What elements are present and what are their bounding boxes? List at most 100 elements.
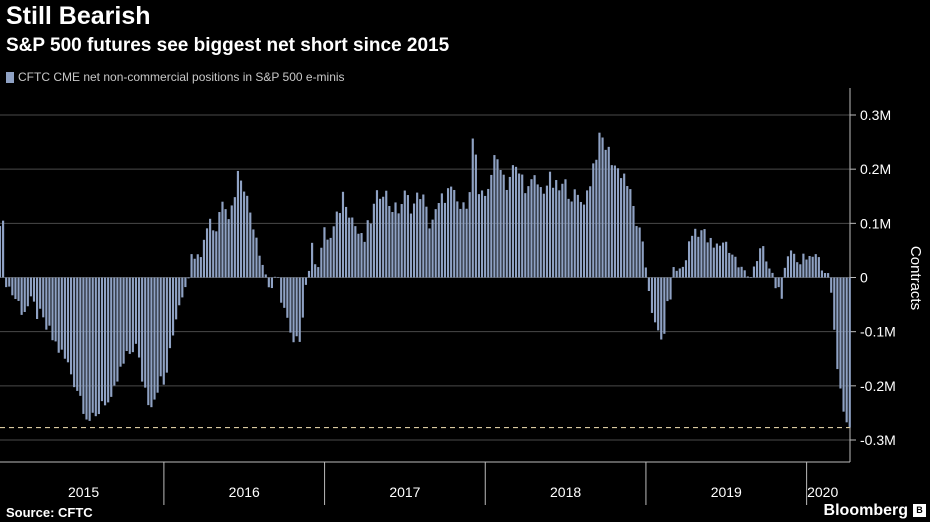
bar xyxy=(595,159,598,278)
bar xyxy=(69,277,73,375)
x-tick-label: 2016 xyxy=(229,484,260,500)
bar xyxy=(666,277,669,302)
bar xyxy=(363,241,366,278)
bar xyxy=(508,176,511,278)
bar xyxy=(298,277,301,342)
bar xyxy=(378,198,382,278)
bar xyxy=(277,277,280,278)
bar xyxy=(660,277,663,340)
bar xyxy=(97,277,100,415)
bar xyxy=(654,277,657,323)
bar xyxy=(338,213,341,278)
bar xyxy=(811,256,814,278)
source-label: Source: CFTC xyxy=(6,505,93,520)
bar xyxy=(749,277,752,278)
bar xyxy=(459,208,462,278)
bar xyxy=(678,268,681,278)
bar xyxy=(79,277,82,396)
bar xyxy=(687,241,691,278)
x-tick-label: 2015 xyxy=(68,484,99,500)
bar xyxy=(576,194,579,278)
bar xyxy=(131,277,134,353)
bar xyxy=(496,159,499,278)
bar xyxy=(845,277,848,423)
y-tick-label: 0.2M xyxy=(860,161,891,177)
bar xyxy=(663,277,666,334)
bar xyxy=(385,190,388,278)
bar xyxy=(477,194,481,278)
bar xyxy=(57,277,60,353)
bar xyxy=(752,266,756,278)
bar xyxy=(29,277,32,297)
bar xyxy=(184,277,187,288)
bar xyxy=(246,195,249,278)
bar xyxy=(718,245,722,278)
bar xyxy=(382,196,385,278)
bar xyxy=(802,253,805,278)
bar xyxy=(286,277,289,318)
bar xyxy=(335,211,338,278)
bar xyxy=(391,212,394,278)
bar xyxy=(771,272,774,278)
bar xyxy=(134,277,138,344)
bar xyxy=(326,239,329,278)
bar xyxy=(505,189,508,278)
bar xyxy=(468,192,471,278)
bar xyxy=(320,247,323,278)
bar xyxy=(341,191,345,278)
bar xyxy=(428,228,431,278)
bloomberg-mark-icon: B xyxy=(913,504,926,517)
x-tick-label: 2020 xyxy=(807,484,838,500)
y-tick-label: -0.2M xyxy=(860,378,896,394)
bar xyxy=(283,277,286,308)
bar xyxy=(623,173,626,278)
bar xyxy=(156,277,159,393)
bar xyxy=(218,212,221,278)
bar xyxy=(743,270,746,278)
bar xyxy=(777,277,780,288)
bar xyxy=(366,220,369,278)
bar xyxy=(230,205,233,278)
bar xyxy=(675,270,678,278)
bar xyxy=(181,277,184,298)
bar xyxy=(487,188,490,278)
bar xyxy=(657,277,660,331)
bar xyxy=(632,205,635,278)
bar xyxy=(650,277,654,313)
bar xyxy=(409,213,413,278)
bar xyxy=(789,250,793,278)
bar xyxy=(116,277,119,382)
bar xyxy=(715,243,718,278)
bar xyxy=(14,277,17,300)
bar xyxy=(765,261,768,278)
bar xyxy=(527,186,530,278)
bar xyxy=(629,189,632,278)
bar xyxy=(39,277,42,309)
bar xyxy=(721,242,725,278)
bar xyxy=(616,168,620,278)
bar xyxy=(456,201,459,278)
bar xyxy=(100,277,104,402)
bar xyxy=(848,277,851,428)
bar xyxy=(159,277,162,377)
bar xyxy=(196,254,199,278)
bar xyxy=(162,277,165,385)
bar xyxy=(823,273,827,278)
bar xyxy=(205,228,209,278)
bar xyxy=(774,277,777,289)
bar xyxy=(20,277,23,315)
legend-label: CFTC CME net non-commercial positions in… xyxy=(18,70,345,84)
legend: CFTC CME net non-commercial positions in… xyxy=(6,70,345,84)
bar xyxy=(484,195,487,278)
bar xyxy=(236,170,240,278)
bar xyxy=(372,203,375,278)
bar xyxy=(190,254,193,278)
bar xyxy=(45,277,48,330)
bar xyxy=(103,277,107,406)
bar xyxy=(128,277,131,354)
bar xyxy=(431,219,434,278)
bar xyxy=(388,206,391,278)
bar xyxy=(539,187,542,278)
bar xyxy=(375,190,379,278)
bar xyxy=(669,277,672,300)
